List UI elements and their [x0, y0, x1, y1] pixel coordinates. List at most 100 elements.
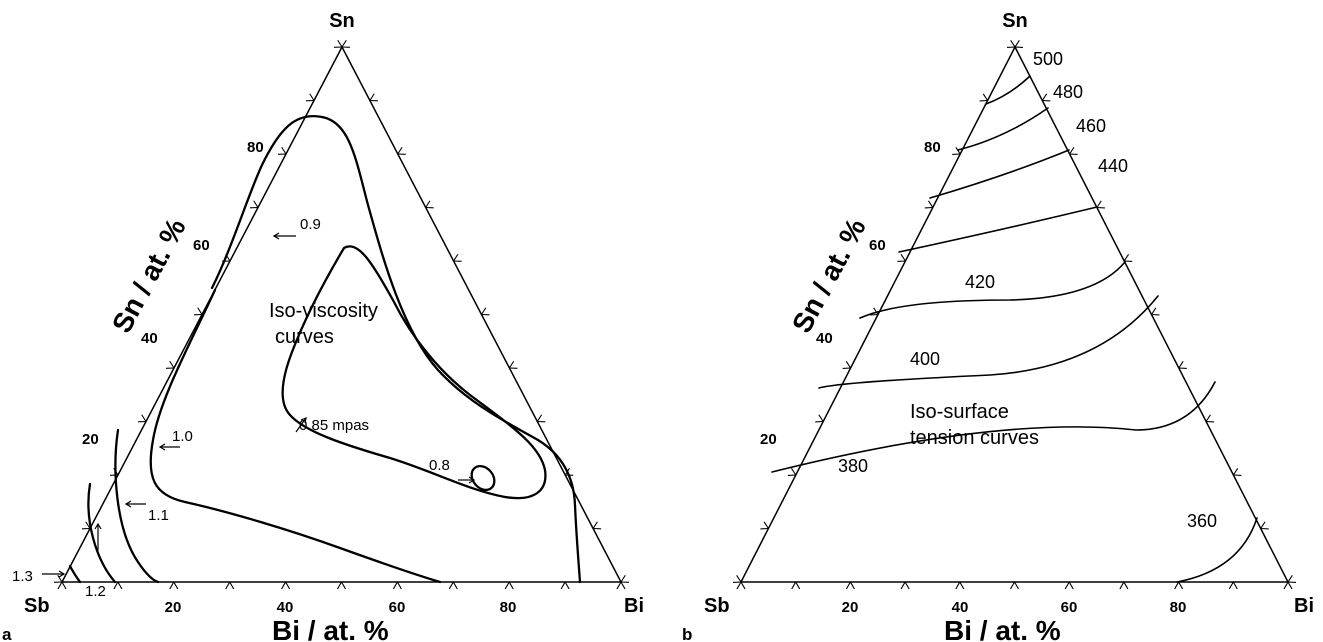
panel-a-contour-1.3: [68, 564, 82, 584]
panel-b-contour-500: [985, 75, 1031, 105]
tick-mark: [1096, 200, 1102, 208]
panel-b-label-460: 460: [1076, 116, 1106, 136]
tick-mark: [57, 574, 63, 583]
panel-a-contour-0.9: [210, 114, 582, 584]
tick-mark: [61, 581, 67, 590]
panel-a-bottom-axis-title: Bi / at. %: [272, 615, 389, 642]
panel-a-label-1.3: 1.3: [12, 568, 33, 585]
tick-mark: [1228, 581, 1234, 590]
tick-mark: [281, 581, 287, 590]
panel-b-bottom-tick-40: 40: [952, 599, 969, 616]
panel-a-label-0.9: 0.9: [300, 216, 321, 233]
tick-mark: [536, 414, 543, 422]
tick-mark: [341, 39, 347, 48]
tick-mark: [1178, 581, 1184, 590]
tick-mark: [508, 360, 515, 369]
tick-mark: [117, 581, 123, 590]
tick-mark: [1232, 581, 1238, 590]
tick-mark: [1041, 93, 1048, 101]
tick-mark: [818, 414, 824, 422]
panel-b-left-axis-title: Sn / at. %: [786, 213, 872, 338]
panel-a-annotation-line2: curves: [275, 326, 334, 348]
tick-mark: [453, 253, 459, 262]
panel-a-label-1.1: 1.1: [148, 507, 169, 524]
panel-a-arrows: [42, 232, 476, 578]
tick-mark: [452, 581, 458, 590]
panel-b: Sn Sb Bi 80 60 40 20 20 40 60 80 Sn / at…: [682, 10, 1314, 642]
panel-b-contour-480: [957, 107, 1049, 151]
tick-mark: [795, 581, 801, 590]
tick-mark: [904, 581, 910, 590]
panel-b-vertex-bi: Bi: [1294, 595, 1314, 617]
panel-b-label-480: 480: [1053, 82, 1083, 102]
panel-a-label-0.8: 0.8: [429, 457, 450, 474]
tick-mark: [955, 581, 961, 590]
panel-b-bottom-tick-80: 80: [1170, 599, 1187, 616]
panel-b-label-380: 380: [838, 456, 868, 476]
tick-mark: [113, 581, 119, 590]
tick-mark: [173, 581, 179, 590]
panel-a-bottom-tick-80: 80: [500, 599, 517, 616]
panel-b-left-tick-40: 40: [816, 330, 833, 347]
tick-mark: [369, 93, 375, 101]
tick-mark: [1119, 581, 1125, 590]
panel-b-bottom-tick-60: 60: [1061, 599, 1078, 616]
tick-mark: [1205, 414, 1211, 422]
tick-mark: [845, 360, 852, 369]
tick-mark: [281, 146, 287, 155]
tick-mark: [85, 521, 91, 529]
tick-mark: [1283, 581, 1289, 590]
panel-b-label-500: 500: [1033, 49, 1063, 69]
tick-mark: [341, 581, 346, 590]
tick-mark: [169, 581, 175, 590]
tick-mark: [481, 307, 487, 315]
panel-a-label-1.2: 1.2: [85, 583, 106, 600]
panel-b-label-440: 440: [1098, 156, 1128, 176]
tick-mark: [508, 581, 514, 590]
panel-b-annotation-line2: tension curves: [910, 427, 1039, 449]
tick-mark: [197, 307, 203, 315]
panel-b-label-360: 360: [1187, 511, 1217, 531]
panel-b-annotation-line1: Iso-surface: [910, 401, 1009, 423]
panel-a-contour-0.85: [281, 245, 547, 500]
tick-mark: [616, 581, 622, 590]
panel-b-ticks: [732, 39, 1297, 590]
tick-mark: [790, 467, 797, 476]
panel-a-contour-1.2: [87, 482, 117, 584]
panel-b-bottom-axis-title: Bi / at. %: [944, 615, 1061, 642]
panel-a-vertex-sb: Sb: [24, 595, 50, 617]
panel-a-contour-1.1: [114, 428, 160, 584]
tick-mark: [1069, 146, 1075, 155]
tick-mark: [982, 93, 989, 101]
panel-a-bottom-tick-20: 20: [165, 599, 182, 616]
tick-mark: [849, 581, 855, 590]
tick-mark: [57, 581, 63, 590]
tick-mark: [736, 581, 742, 590]
panel-a-vertex-sn: Sn: [329, 10, 355, 32]
tick-mark: [225, 581, 231, 590]
tick-mark: [592, 521, 598, 529]
tick-mark: [229, 581, 235, 590]
panel-a-left-tick-80: 80: [247, 139, 264, 156]
panel-b-vertex-sn: Sn: [1002, 10, 1028, 32]
tick-mark: [1287, 574, 1293, 583]
panel-a-contour-1.0: [149, 288, 442, 584]
tick-mark: [1010, 581, 1015, 590]
tick-mark: [845, 581, 851, 590]
tick-mark: [1068, 581, 1074, 590]
tick-mark: [1014, 39, 1020, 48]
tick-mark: [1260, 521, 1266, 529]
tick-mark: [1010, 39, 1016, 48]
panel-a-left-axis-title: Sn / at. %: [106, 213, 192, 338]
tick-mark: [309, 93, 315, 101]
tick-mark: [620, 574, 626, 583]
panel-a-vertex-bi: Bi: [624, 595, 644, 617]
panel-a-letter: a: [2, 625, 12, 642]
tick-mark: [1064, 581, 1070, 590]
panel-b-letter: b: [682, 625, 692, 642]
panel-b-vertex-sb: Sb: [704, 595, 730, 617]
panel-b-left-tick-20: 20: [760, 431, 777, 448]
panel-b-bottom-tick-20: 20: [842, 599, 859, 616]
tick-mark: [736, 574, 742, 583]
